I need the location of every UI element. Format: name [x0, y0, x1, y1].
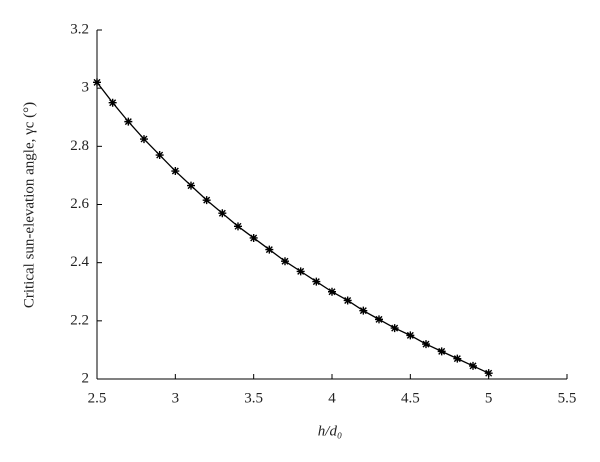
marker	[265, 245, 274, 254]
marker	[343, 296, 352, 305]
y-axis-label: Critical sun-elevation angle, γc (°)	[21, 102, 37, 308]
y-tick-label: 2	[82, 370, 90, 386]
marker	[249, 233, 258, 242]
x-axis-label: h/d₀	[318, 423, 342, 439]
y-tick-label: 3	[82, 80, 90, 96]
marker	[171, 167, 180, 176]
y-tick-label: 3.2	[70, 21, 89, 37]
y-tick-label: 2.6	[70, 196, 89, 212]
x-tick-label: 3.5	[244, 390, 263, 406]
marker	[155, 151, 164, 160]
marker	[202, 196, 211, 205]
marker	[422, 340, 430, 349]
x-tick-label: 5.5	[558, 390, 577, 406]
x-tick-label: 4	[328, 390, 336, 406]
y-tick-label: 2.2	[70, 312, 89, 328]
marker	[93, 78, 101, 87]
marker	[108, 98, 117, 107]
data-line	[96, 81, 489, 374]
marker	[296, 267, 305, 276]
marker	[124, 117, 133, 126]
marker	[234, 222, 242, 231]
y-tick-label: 2.8	[70, 138, 89, 154]
y-tick-label: 2.4	[70, 254, 89, 270]
marker	[453, 354, 462, 363]
marker	[312, 277, 321, 286]
marker	[375, 315, 383, 324]
marker	[187, 181, 195, 190]
marker	[218, 209, 227, 218]
marker	[140, 135, 148, 144]
marker	[390, 324, 399, 333]
marker	[469, 361, 477, 370]
marker	[328, 287, 336, 296]
marker	[437, 347, 446, 356]
marker	[406, 331, 415, 340]
x-tick-label: 4.5	[401, 390, 420, 406]
x-tick-label: 3	[172, 390, 180, 406]
marker	[359, 306, 368, 315]
x-tick-label: 5	[485, 390, 493, 406]
marker	[281, 257, 289, 266]
x-tick-label: 2.5	[88, 390, 107, 406]
marker	[484, 369, 493, 378]
